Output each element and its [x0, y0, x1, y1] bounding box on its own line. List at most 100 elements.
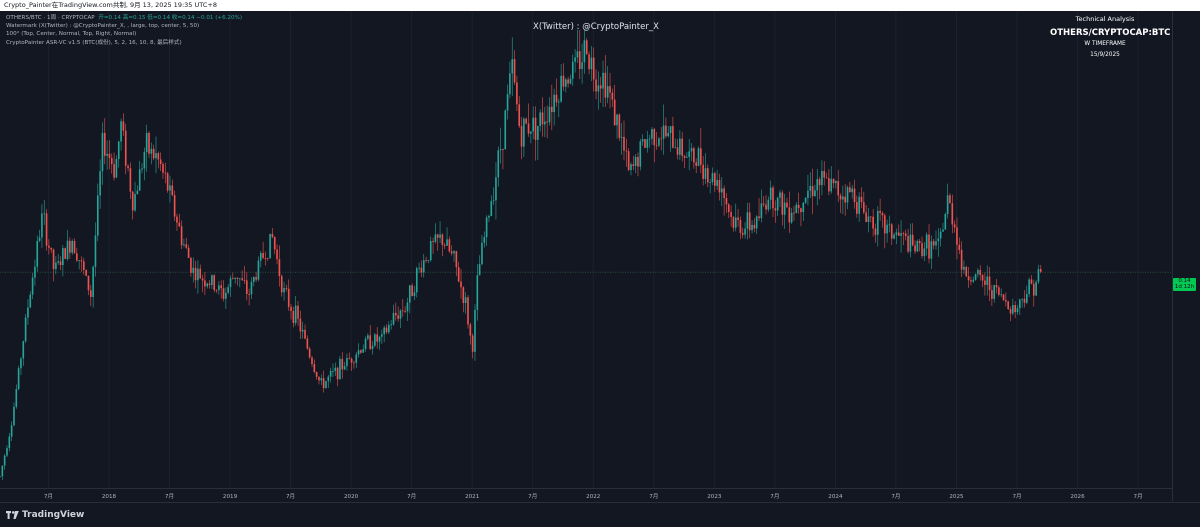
- candle-188: [436, 233, 439, 251]
- candle-41: [94, 222, 97, 277]
- candle-73: [169, 175, 171, 203]
- candle-116: [269, 233, 271, 259]
- candle-105: [243, 266, 246, 284]
- candle-238: [553, 88, 555, 126]
- candle-243: [564, 77, 567, 93]
- candle-192: [446, 227, 448, 246]
- candle-344: [800, 207, 802, 227]
- candle-414: [963, 260, 965, 275]
- candle-143: [332, 363, 334, 377]
- price-axis[interactable]: [1172, 11, 1173, 501]
- candle-88: [204, 272, 206, 295]
- legend: OTHERS/BTC · 1周 · CRYPTOCAP 开=0.14 高=0.1…: [6, 14, 242, 47]
- candle-332: [772, 185, 774, 218]
- candle-46: [106, 140, 108, 170]
- legend-watermark-indicator: Watermark (X(Twitter) : @CryptoPainter_X…: [6, 23, 200, 30]
- candle-92: [213, 274, 216, 293]
- candle-9: [20, 357, 22, 375]
- candle-242: [562, 63, 565, 91]
- candle-30: [69, 237, 71, 259]
- candle-393: [914, 240, 916, 255]
- candle-58: [134, 181, 136, 212]
- candle-135: [313, 359, 316, 374]
- candle-389: [904, 229, 907, 241]
- candle-144: [334, 362, 337, 377]
- candle-106: [245, 272, 248, 301]
- x-tick-label-13: 2024: [828, 494, 843, 500]
- candle-442: [1028, 277, 1030, 298]
- candle-246: [571, 54, 574, 86]
- candle-380: [883, 213, 886, 249]
- candle-372: [865, 204, 867, 223]
- candlestick-chart[interactable]: [0, 11, 1172, 488]
- candle-216: [502, 148, 504, 170]
- candle-148: [343, 361, 346, 371]
- candle-354: [823, 161, 826, 186]
- candle-425: [988, 267, 991, 302]
- candle-313: [727, 203, 730, 218]
- candle-311: [723, 185, 725, 216]
- x-tick-label-14: 7月: [891, 493, 900, 500]
- candle-327: [760, 189, 763, 223]
- candle-225: [523, 117, 525, 157]
- candle-237: [551, 84, 553, 131]
- candle-437: [1016, 304, 1019, 315]
- candle-419: [974, 273, 977, 281]
- candle-309: [718, 173, 721, 201]
- candle-231: [537, 125, 539, 160]
- candle-151: [350, 357, 353, 371]
- candle-13: [29, 291, 32, 309]
- candle-228: [530, 131, 532, 144]
- candle-48: [110, 153, 113, 174]
- candle-236: [548, 97, 551, 126]
- candle-397: [923, 242, 926, 262]
- candle-371: [863, 191, 865, 215]
- candle-7: [15, 384, 18, 409]
- candle-377: [876, 206, 879, 247]
- candle-293: [681, 132, 684, 162]
- candle-412: [958, 237, 961, 255]
- candle-428: [995, 278, 998, 294]
- candle-438: [1019, 298, 1021, 315]
- candle-66: [152, 144, 155, 161]
- candle-254: [590, 46, 593, 82]
- candle-445: [1035, 280, 1037, 296]
- candle-256: [595, 69, 597, 100]
- candle-362: [842, 185, 844, 215]
- candle-407: [946, 183, 949, 219]
- candle-278: [646, 130, 649, 153]
- candle-273: [634, 154, 637, 174]
- candle-339: [788, 191, 791, 233]
- candle-390: [907, 228, 909, 254]
- candle-434: [1009, 306, 1012, 322]
- candle-162: [376, 327, 379, 349]
- candle-29: [66, 230, 69, 261]
- candle-340: [790, 208, 793, 224]
- candle-269: [625, 138, 628, 167]
- candle-10: [22, 340, 25, 366]
- candle-416: [967, 267, 970, 288]
- candle-19: [43, 200, 46, 225]
- time-axis[interactable]: 7月 2018 7月 2019 7月 2020 7月 2021 7月 2022 7月 2023 7月 20…: [0, 488, 1172, 502]
- chart-area[interactable]: [0, 11, 1172, 488]
- candle-115: [266, 257, 269, 261]
- analysis-label: Technical Analysis: [1075, 15, 1135, 23]
- candle-79: [183, 238, 185, 248]
- tradingview-logo[interactable]: TradingView: [6, 510, 84, 520]
- candle-227: [527, 103, 530, 137]
- candle-260: [604, 55, 607, 108]
- x-tick-label-17: 2026: [1070, 494, 1085, 500]
- candle-42: [96, 183, 99, 242]
- candle-146: [339, 355, 341, 380]
- candle-404: [939, 228, 942, 247]
- candle-382: [888, 215, 891, 233]
- candle-315: [732, 216, 735, 232]
- candle-308: [716, 169, 718, 190]
- candle-400: [930, 235, 933, 269]
- candle-80: [185, 237, 188, 249]
- candle-109: [252, 276, 255, 287]
- candle-341: [793, 205, 795, 221]
- candle-37: [85, 269, 87, 277]
- candle-177: [411, 283, 413, 297]
- candle-157: [364, 336, 367, 352]
